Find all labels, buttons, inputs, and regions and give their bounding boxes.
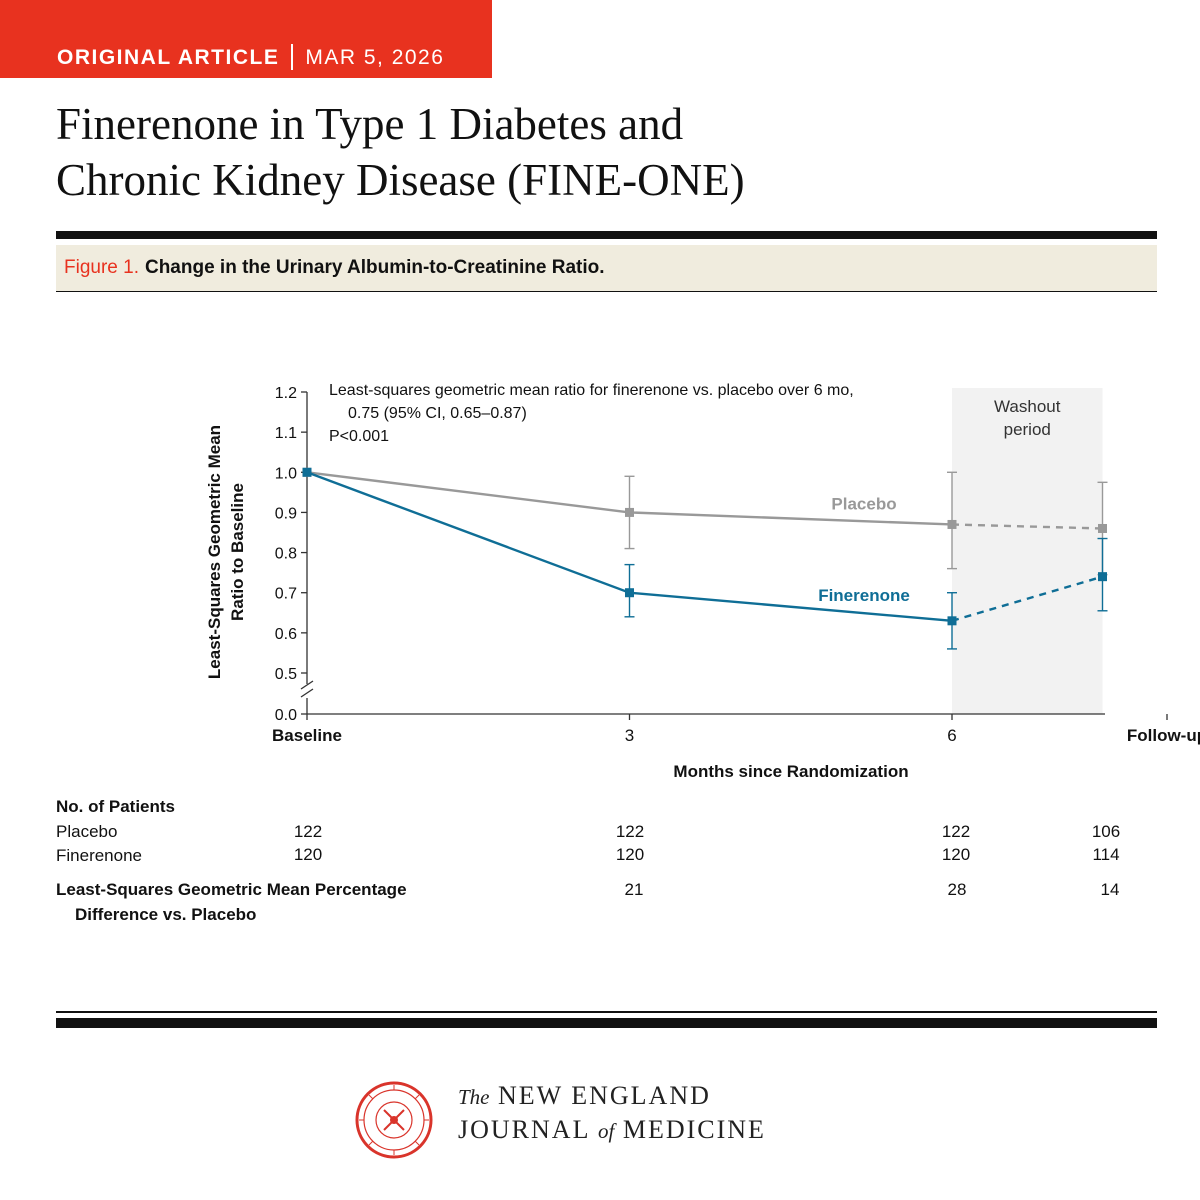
x-ticks: Baseline 3 6 Follow-up [272, 714, 1200, 745]
y-axis-label-line-2: Ratio to Baseline [228, 483, 247, 621]
y-ticks: 1.2 1.1 1.0 0.9 0.8 0.7 0.6 0.5 0.0 [275, 385, 307, 724]
x-tick-label: 6 [947, 726, 956, 745]
journal-wordmark-line-1: The NEW ENGLAND [458, 1080, 766, 1113]
article-title: Finerenone in Type 1 Diabetes and Chroni… [56, 96, 1056, 208]
bottom-rule-thin [56, 1011, 1157, 1013]
uacr-chart: Washout period 1.2 1.1 1.0 0.9 0.8 0.7 0.6 0.5 0… [205, 382, 1200, 781]
annotation-line-2: 0.75 (95% CI, 0.65–0.87) [348, 405, 527, 422]
x-axis-label: Months since Randomization [673, 762, 908, 781]
figure-header-text: Figure 1. Change in the Urinary Albumin-t… [64, 257, 605, 279]
y-tick-label: 1.1 [275, 425, 297, 442]
data-point-finerenone [625, 588, 634, 598]
diff-label-line-1: Least-Squares Geometric Mean Percentage [56, 880, 407, 899]
y-break-slash-2 [300, 688, 314, 698]
x-tick-label: Baseline [272, 726, 342, 745]
washout-label-line-2: period [1004, 420, 1051, 439]
patients-finerenone-followup: 114 [1092, 845, 1120, 864]
article-type-banner: ORIGINAL ARTICLE MAR 5, 2026 [0, 0, 492, 78]
data-point-placebo [947, 519, 957, 529]
journal-the: The [458, 1085, 490, 1109]
annotation-line-1: Least-squares geometric mean ratio for f… [329, 382, 854, 399]
y-axis-label-line-1: Least-Squares Geometric Mean [205, 425, 224, 679]
top-rule-thick [56, 231, 1157, 239]
series-dashed-line-finerenone [951, 575, 1103, 622]
series-layer [302, 467, 1108, 650]
diff-3mo: 21 [624, 880, 644, 899]
patients-finerenone-3mo: 120 [615, 845, 645, 864]
title-line-2: Chronic Kidney Disease (FINE-ONE) [56, 155, 745, 205]
journal-name-line-1: NEW ENGLAND [498, 1081, 711, 1110]
data-point-finerenone [302, 467, 312, 477]
title-line-1: Finerenone in Type 1 Diabetes and [56, 99, 684, 149]
patients-finerenone-baseline: 120 [293, 845, 323, 864]
washout-region [952, 388, 1103, 714]
axes [300, 392, 1105, 715]
patients-row-label-placebo: Placebo [56, 822, 118, 841]
patients-placebo-3mo: 122 [615, 822, 645, 841]
y-tick-label: 0.5 [275, 666, 297, 683]
data-point-placebo [1098, 523, 1107, 533]
y-tick-label: 0.9 [275, 505, 297, 522]
y-axis-break-mark [300, 680, 314, 698]
diff-6mo: 28 [947, 880, 967, 899]
y-tick-label: 0.7 [275, 586, 297, 603]
nejm-seal-icon [355, 1081, 433, 1159]
article-date: MAR 5, 2026 [305, 46, 445, 69]
series-label-finerenone: Finerenone [818, 586, 910, 605]
banner-text: ORIGINAL ARTICLE MAR 5, 2026 [57, 44, 444, 70]
patients-placebo-followup: 106 [1091, 822, 1121, 841]
data-point-finerenone [1098, 572, 1107, 582]
figure-label: Figure 1. [64, 257, 139, 278]
washout-label-line-1: Washout [994, 397, 1061, 416]
series-label-placebo: Placebo [831, 494, 896, 513]
journal-of: of [597, 1119, 615, 1143]
patients-placebo-baseline: 122 [293, 822, 323, 841]
journal-name-medicine: MEDICINE [622, 1115, 766, 1144]
y-tick-label: 1.0 [275, 465, 297, 482]
annotation-line-3: P<0.001 [329, 428, 389, 445]
patients-row-label-finerenone: Finerenone [56, 846, 143, 865]
journal-wordmark: The NEW ENGLAND JOURNAL of MEDICINE [458, 1080, 766, 1148]
journal-wordmark-line-2: JOURNAL of MEDICINE [458, 1113, 766, 1148]
y-tick-label: 0.6 [275, 626, 297, 643]
data-point-placebo [625, 507, 634, 517]
data-point-finerenone [947, 616, 957, 626]
y-tick-label: 1.2 [275, 385, 297, 402]
patients-placebo-6mo: 122 [941, 822, 971, 841]
diff-label-line-2: Difference vs. Placebo [75, 905, 257, 924]
patients-finerenone-6mo: 120 [941, 845, 971, 864]
x-tick-label: 3 [625, 726, 634, 745]
y-tick-label: 0.0 [275, 707, 297, 724]
figure-header: Figure 1. Change in the Urinary Albumin-t… [56, 245, 1157, 292]
x-tick-label: Follow-up [1127, 726, 1200, 745]
banner-divider [291, 44, 294, 70]
diff-followup: 14 [1100, 880, 1120, 899]
y-break-slash-1 [300, 680, 314, 690]
article-type: ORIGINAL ARTICLE [57, 46, 280, 69]
y-tick-label: 0.8 [275, 546, 297, 563]
patients-table-title: No. of Patients [56, 797, 176, 816]
journal-name-journal: JOURNAL [458, 1115, 590, 1144]
figure-caption: Change in the Urinary Albumin-to-Creatin… [144, 257, 605, 278]
bottom-rule-thick [56, 1018, 1157, 1028]
